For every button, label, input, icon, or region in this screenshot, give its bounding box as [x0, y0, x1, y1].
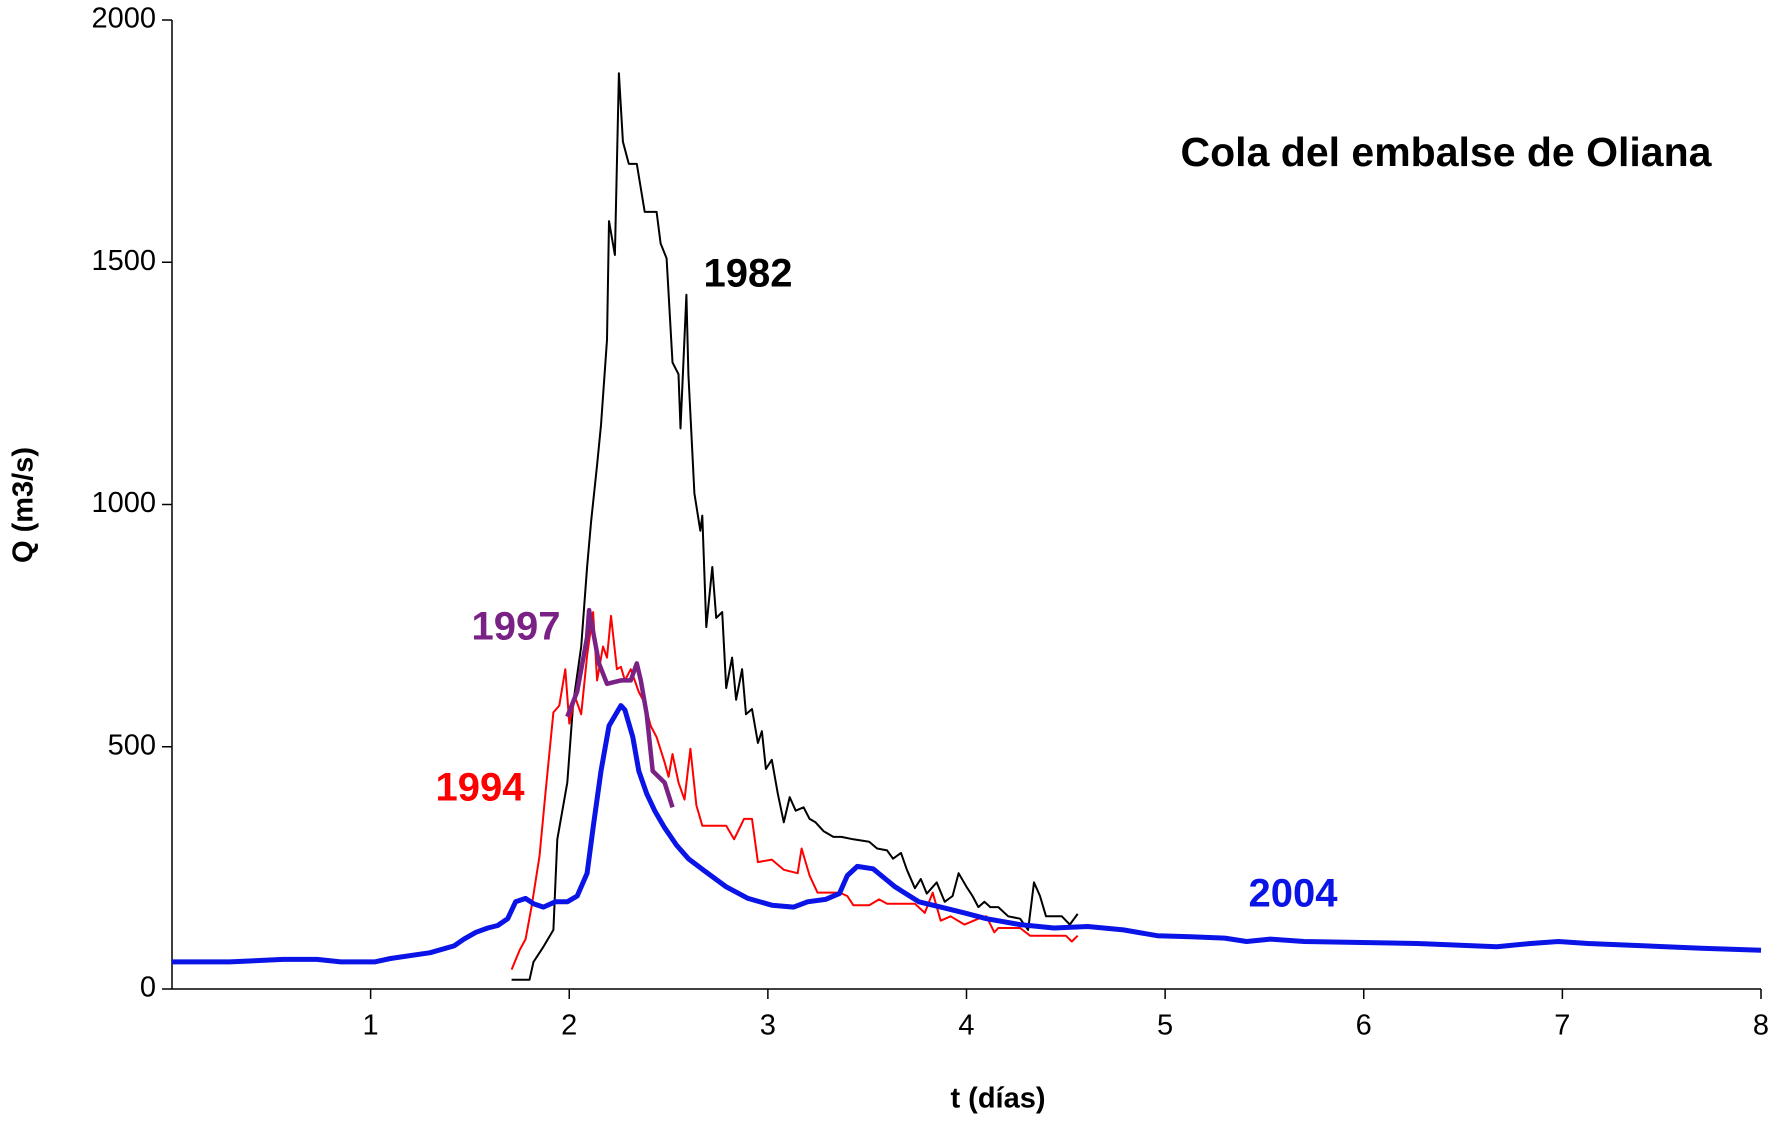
x-tick-label: 5 [1157, 1010, 1173, 1042]
series-label: 1994 [436, 766, 526, 810]
series-line [511, 72, 1079, 981]
x-tick-label: 1 [363, 1010, 379, 1042]
y-tick-label: 1500 [91, 245, 156, 277]
x-tick-label: 3 [760, 1010, 776, 1042]
series-label: 2004 [1249, 872, 1339, 916]
series-line [510, 611, 1079, 970]
series-line [172, 703, 1762, 965]
y-tick-label: 500 [108, 729, 156, 761]
y-tick-label: 1000 [91, 487, 156, 519]
series-label: 1997 [472, 605, 561, 649]
chart-title: Cola del embalse de Oliana [1181, 129, 1713, 175]
y-tick-label: 2000 [91, 3, 156, 35]
series-line [565, 607, 675, 808]
y-tick-label: 0 [140, 972, 156, 1004]
series-label: 1982 [704, 252, 793, 296]
x-axis-label: t (días) [950, 1083, 1045, 1115]
x-tick-label: 7 [1554, 1010, 1570, 1042]
x-tick-label: 6 [1356, 1010, 1372, 1042]
x-tick-label: 2 [561, 1010, 577, 1042]
y-axis-label: Q (m3/s) [8, 447, 40, 563]
x-tick-label: 8 [1753, 1010, 1769, 1042]
x-tick-label: 4 [958, 1010, 974, 1042]
